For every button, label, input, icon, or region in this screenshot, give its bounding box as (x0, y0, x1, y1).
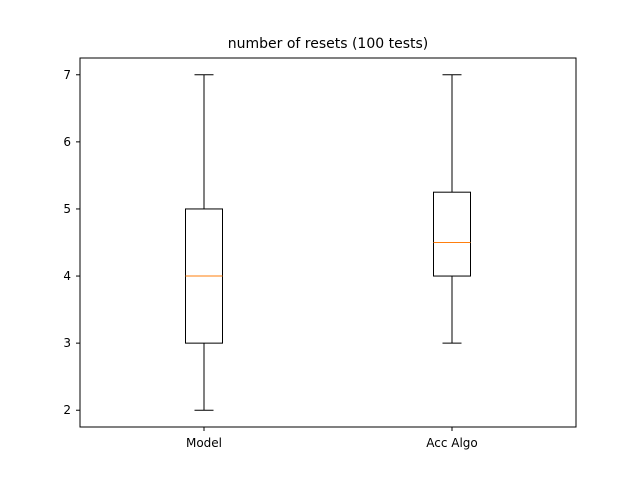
x-tick-label-acc-algo: Acc Algo (426, 436, 478, 450)
y-tick-label-4: 4 (63, 269, 71, 283)
y-tick-label-3: 3 (63, 336, 71, 350)
y-tick-label-7: 7 (63, 68, 71, 82)
axes-frame (79, 57, 577, 428)
y-tick-label-6: 6 (63, 135, 71, 149)
chart-title: number of resets (100 tests) (228, 36, 429, 52)
box-acc-algo (433, 191, 471, 277)
y-tick-label-5: 5 (63, 202, 71, 216)
y-tick-label-2: 2 (63, 403, 71, 417)
x-tick-label-model: Model (186, 436, 222, 450)
plot-area: Model Acc Algo 2 3 4 5 6 7 (63, 68, 477, 450)
